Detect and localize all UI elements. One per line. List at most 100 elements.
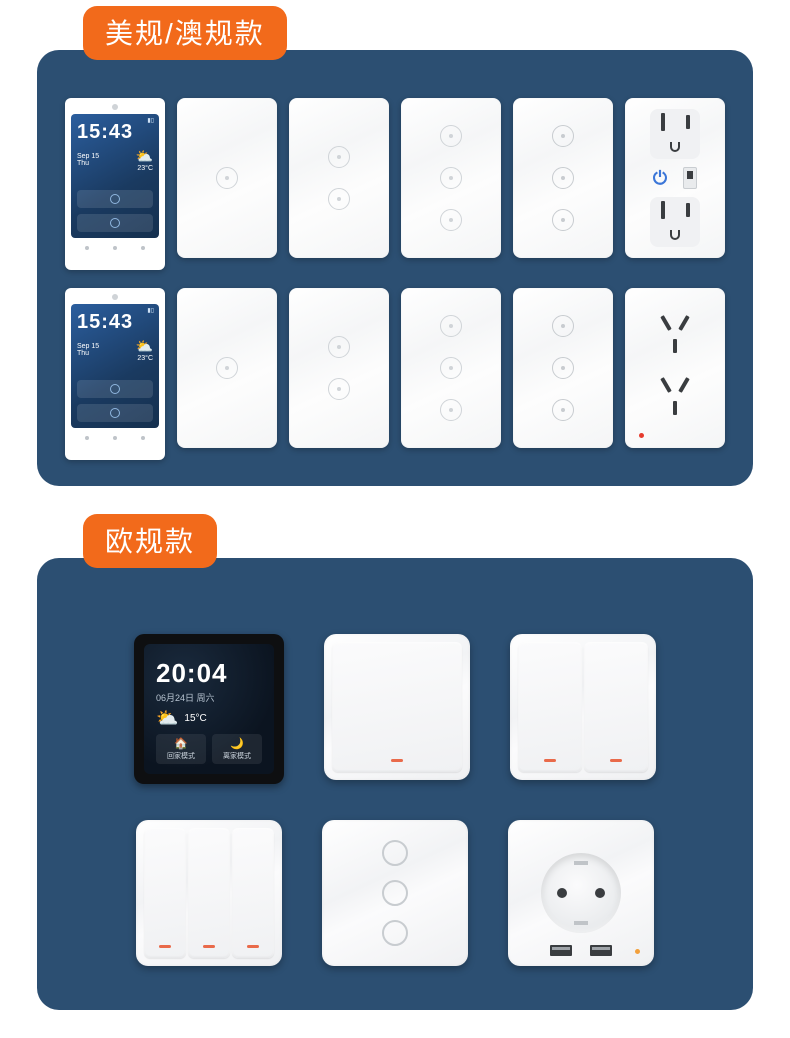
led-indicator-icon bbox=[639, 433, 644, 438]
eu-control-panel: 20:04 06月24日 周六 ⛅ 15°C 🏠 回家模式 🌙 离家模式 bbox=[134, 634, 284, 784]
touch-button-icon bbox=[440, 167, 462, 189]
media-button-icon bbox=[552, 357, 574, 379]
earth-clip-icon bbox=[574, 921, 588, 925]
screen-weather: ⛅ 23°C bbox=[136, 338, 153, 362]
au-pin-icon bbox=[660, 377, 671, 393]
media-button-icon bbox=[552, 315, 574, 337]
touch-button-icon bbox=[440, 357, 462, 379]
control-screen: ▮▯ 15:43 Sep 15 Thu ⛅ 23°C bbox=[71, 114, 159, 238]
neutral-slot-icon bbox=[661, 201, 665, 219]
rocker-switch-2gang[interactable] bbox=[510, 634, 656, 780]
pin-hole-icon bbox=[557, 888, 567, 898]
section-us-au: 美规/澳规款 ▮▯ 15:43 Sep 15 Thu ⛅ bbox=[37, 0, 753, 486]
curtain-open-icon bbox=[382, 840, 408, 866]
rocker-paddle bbox=[584, 642, 648, 772]
eu-row-2 bbox=[87, 820, 703, 966]
au-socket bbox=[645, 315, 705, 359]
touch-switch-2gang[interactable] bbox=[289, 98, 389, 258]
media-switch-3gang[interactable] bbox=[513, 98, 613, 258]
scene-button[interactable] bbox=[77, 404, 153, 422]
media-button-icon bbox=[552, 125, 574, 147]
battery-icon: ▮▯ bbox=[147, 307, 154, 314]
us-socket bbox=[650, 197, 700, 247]
usb-a-port-icon bbox=[683, 167, 697, 189]
panel-us-au: ▮▯ 15:43 Sep 15 Thu ⛅ 23°C bbox=[37, 50, 753, 486]
camera-dot-icon bbox=[112, 294, 118, 300]
media-button-icon bbox=[552, 399, 574, 421]
curtain-switch[interactable] bbox=[322, 820, 468, 966]
rocker-paddle bbox=[188, 828, 230, 958]
screen-date-row: Sep 15 Thu ⛅ 23°C bbox=[77, 338, 153, 362]
screen-time: 15:43 bbox=[77, 312, 153, 332]
curtain-close-icon bbox=[382, 920, 408, 946]
section-tag-us-au: 美规/澳规款 bbox=[83, 6, 287, 60]
neutral-slot-icon bbox=[661, 113, 665, 131]
us-row-1: ▮▯ 15:43 Sep 15 Thu ⛅ 23°C bbox=[53, 98, 737, 270]
touch-switch-3gang[interactable] bbox=[401, 98, 501, 258]
eu-weather-row: ⛅ 15°C bbox=[156, 708, 262, 729]
touch-button-icon bbox=[440, 315, 462, 337]
eu-screen-time: 20:04 bbox=[156, 658, 262, 689]
screen-date: Sep 15 Thu bbox=[77, 153, 99, 167]
plus-icon bbox=[110, 408, 120, 418]
led-indicator-icon bbox=[635, 949, 640, 954]
eu-control-screen: 20:04 06月24日 周六 ⛅ 15°C 🏠 回家模式 🌙 离家模式 bbox=[144, 644, 274, 774]
curtain-stop-icon bbox=[382, 880, 408, 906]
eu-mode-button[interactable]: 🌙 离家模式 bbox=[212, 734, 262, 764]
earth-clip-icon bbox=[574, 861, 588, 865]
scene-button[interactable] bbox=[77, 190, 153, 208]
screen-scene-buttons bbox=[77, 380, 153, 422]
touch-button-icon bbox=[328, 336, 350, 358]
rocker-switch-1gang[interactable] bbox=[324, 634, 470, 780]
plus-icon bbox=[110, 384, 120, 394]
touch-switch-1gang[interactable] bbox=[177, 288, 277, 448]
camera-dot-icon bbox=[112, 104, 118, 110]
au-pin-icon bbox=[660, 315, 671, 331]
nav-dots bbox=[85, 436, 145, 440]
rocker-paddle bbox=[332, 642, 462, 772]
usb-a-port-icon bbox=[550, 945, 572, 956]
au-outlet-plate[interactable] bbox=[625, 288, 725, 448]
touch-switch-2gang[interactable] bbox=[289, 288, 389, 448]
eu-row-1: 20:04 06月24日 周六 ⛅ 15°C 🏠 回家模式 🌙 离家模式 bbox=[87, 634, 703, 784]
hot-slot-icon bbox=[686, 203, 690, 217]
eu-mode-button[interactable]: 🏠 回家模式 bbox=[156, 734, 206, 764]
mode-label: 离家模式 bbox=[223, 751, 251, 761]
eu-mode-row: 🏠 回家模式 🌙 离家模式 bbox=[156, 734, 262, 764]
touch-switch-3gang[interactable] bbox=[401, 288, 501, 448]
media-switch-3gang[interactable] bbox=[513, 288, 613, 448]
screen-weather: ⛅ 23°C bbox=[136, 148, 153, 172]
schuko-outlet-plate[interactable] bbox=[508, 820, 654, 966]
rocker-switch-3gang[interactable] bbox=[136, 820, 282, 966]
screen-time: 15:43 bbox=[77, 122, 153, 142]
scene-button[interactable] bbox=[77, 214, 153, 232]
us-outlet-plate[interactable]: ⏻ bbox=[625, 98, 725, 258]
plus-icon bbox=[110, 194, 120, 204]
indicator-icon bbox=[247, 945, 259, 948]
screen-temp: 23°C bbox=[136, 355, 153, 362]
touch-switch-1gang[interactable] bbox=[177, 98, 277, 258]
touch-button-icon bbox=[216, 167, 238, 189]
nav-dots bbox=[85, 246, 145, 250]
us-control-panel: ▮▯ 15:43 Sep 15 Thu ⛅ 23°C bbox=[65, 98, 165, 270]
screen-temp: 23°C bbox=[136, 165, 153, 172]
pin-hole-icon bbox=[595, 888, 605, 898]
panel-eu: 20:04 06月24日 周六 ⛅ 15°C 🏠 回家模式 🌙 离家模式 bbox=[37, 558, 753, 1010]
touch-button-icon bbox=[440, 399, 462, 421]
touch-button-icon bbox=[328, 378, 350, 400]
au-ground-icon bbox=[673, 401, 677, 415]
screen-date-line2: Thu bbox=[77, 350, 99, 357]
screen-date-line2: Thu bbox=[77, 160, 99, 167]
screen-date-row: Sep 15 Thu ⛅ 23°C bbox=[77, 148, 153, 172]
scene-button[interactable] bbox=[77, 380, 153, 398]
touch-button-icon bbox=[440, 125, 462, 147]
rocker-paddle bbox=[144, 828, 186, 958]
indicator-icon bbox=[203, 945, 215, 948]
home-icon: 🏠 bbox=[174, 737, 188, 750]
screen-date-line1: Sep 15 bbox=[77, 343, 99, 350]
media-button-icon bbox=[552, 167, 574, 189]
power-icon[interactable]: ⏻ bbox=[653, 168, 667, 189]
weather-icon: ⛅ bbox=[136, 148, 153, 165]
weather-icon: ⛅ bbox=[156, 708, 178, 729]
au-pin-icon bbox=[678, 377, 689, 393]
